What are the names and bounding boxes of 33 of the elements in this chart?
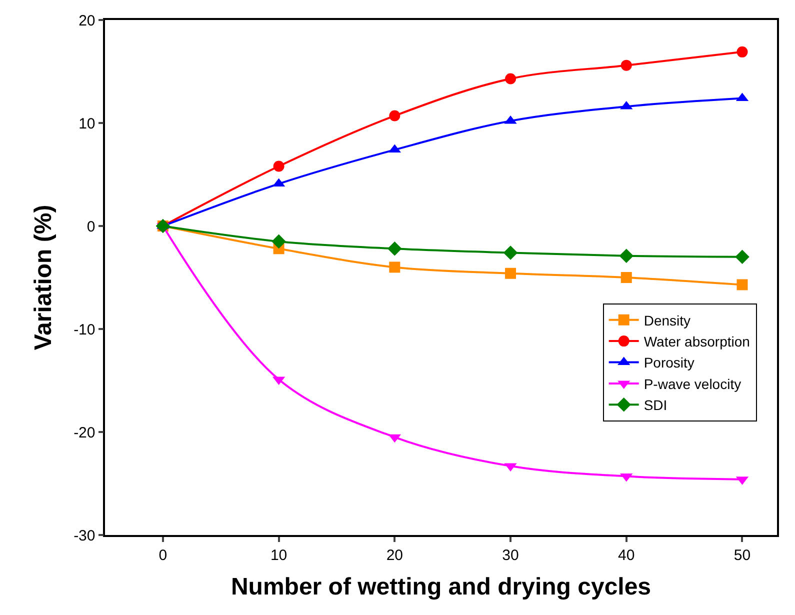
x-axis-title: Number of wetting and drying cycles <box>230 574 652 601</box>
y-tick-label: 20 <box>78 12 96 30</box>
point <box>735 250 750 264</box>
y-axis-title: Variation (%) <box>30 204 58 350</box>
x-tick-label: 40 <box>618 546 635 564</box>
point <box>620 60 632 71</box>
point <box>619 248 634 264</box>
x-tick-label: 50 <box>734 546 751 564</box>
point <box>736 46 748 58</box>
y-tick-label: -30 <box>74 527 96 544</box>
point <box>620 272 632 283</box>
x-tick-label: 20 <box>386 546 404 564</box>
y-tick-label: 0 <box>86 218 96 236</box>
legend-label: Porosity <box>644 354 694 371</box>
point <box>389 262 400 273</box>
legend-label: P-wave velocity <box>644 376 742 392</box>
point <box>272 234 286 249</box>
legend-label: Density <box>644 312 691 328</box>
point <box>388 242 402 256</box>
point <box>505 268 516 279</box>
point <box>273 160 284 172</box>
x-tick-label: 0 <box>158 546 168 564</box>
point <box>736 279 748 290</box>
x-tick-label: 30 <box>502 546 519 564</box>
point <box>503 246 518 260</box>
x-tick-label: 10 <box>270 546 288 564</box>
legend-label: SDI <box>644 397 668 414</box>
legend-label: Water absorption <box>644 334 750 350</box>
y-tick-label: -10 <box>74 321 96 338</box>
point <box>389 110 400 122</box>
y-tick-label: 10 <box>78 115 96 132</box>
y-tick-label: -20 <box>74 424 96 442</box>
point <box>505 73 516 84</box>
